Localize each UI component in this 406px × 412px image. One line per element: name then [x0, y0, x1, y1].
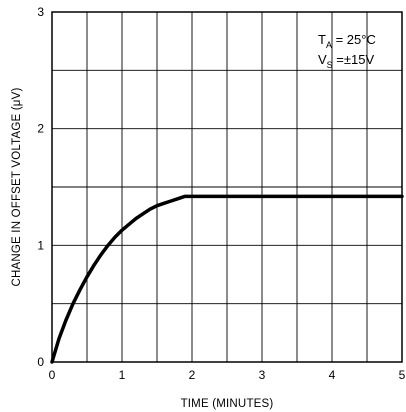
- y-axis-title: CHANGE IN OFFSET VOLTAGE (μV): [11, 87, 23, 286]
- plot-frame: [51, 11, 403, 363]
- x-tick-labels: 0 1 2 3 4 5: [49, 368, 406, 382]
- x-tick-label: 5: [399, 368, 406, 382]
- annotation-ta-main: T: [318, 32, 326, 47]
- y-tick-label: 1: [37, 238, 44, 252]
- x-tick-label: 3: [259, 368, 266, 382]
- series-line: [50, 194, 404, 364]
- annotation-vs-sub: S: [327, 60, 333, 70]
- grid-lines: [52, 12, 402, 362]
- annotation-vs-main: V: [318, 52, 327, 67]
- annotation-ta-sub: A: [326, 40, 332, 50]
- y-tick-label: 3: [37, 5, 44, 19]
- annotation-temperature: TA = 25°C: [318, 32, 376, 50]
- x-tick-label: 0: [49, 368, 56, 382]
- x-axis-title: TIME (MINUTES): [181, 398, 274, 410]
- x-tick-label: 4: [329, 368, 336, 382]
- y-tick-label: 0: [37, 355, 44, 369]
- x-tick-label: 1: [119, 368, 126, 382]
- x-tick-label: 2: [189, 368, 196, 382]
- annotation-ta-value: = 25°C: [332, 32, 376, 47]
- y-tick-label: 2: [37, 122, 44, 136]
- annotation-vs-value: =±15V: [333, 52, 375, 67]
- y-tick-labels: 0 1 2 3: [37, 5, 44, 369]
- annotation-supply: VS =±15V: [318, 52, 374, 70]
